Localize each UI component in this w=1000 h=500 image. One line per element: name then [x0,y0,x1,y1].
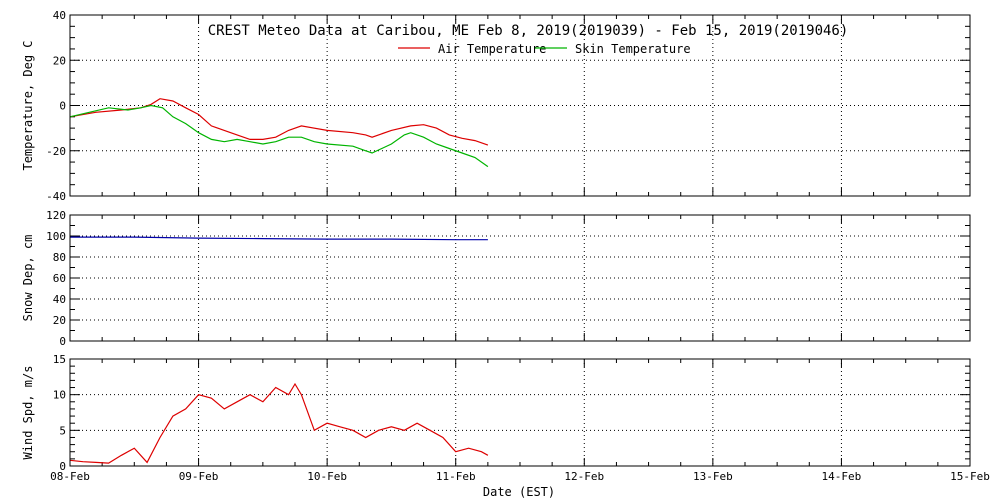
y-tick-label: 15 [53,353,66,366]
plot-frame [69,214,971,342]
x-tick-label: 11-Feb [436,470,476,483]
y-tick-label: -40 [46,190,66,203]
series-line-wind-0 [69,382,489,464]
y-axis-title-wind: Wind Spd, m/s [21,366,35,460]
y-tick-label: 0 [59,335,66,348]
x-tick-label: 12-Feb [564,470,604,483]
chart-title: CREST Meteo Data at Caribou, ME Feb 8, 2… [208,23,849,39]
y-tick-label: 80 [53,251,66,264]
plot-frame [69,14,971,197]
y-tick-label: 100 [46,230,66,243]
y-tick-label: -20 [46,145,66,158]
y-tick-label: 0 [59,100,66,113]
x-tick-label: 15-Feb [950,470,990,483]
x-axis: 08-Feb 09-Feb 10-Feb 11-Feb 12-Feb 13-Feb 14-F… [50,470,990,483]
legend-label-0: Air Temperature [438,42,546,56]
y-tick-label: 5 [59,424,66,437]
x-tick-label: 13-Feb [693,470,733,483]
x-axis-title: Date (EST) [483,485,555,499]
legend-label-1: Skin Temperature [575,42,691,56]
y-tick-label: 0 [59,460,66,473]
panel-temperature: -40 -20 0 20 40 Temperature, Deg C [21,9,971,203]
y-axis-title-snow: Snow Dep, cm [21,235,35,322]
x-tick-label: 10-Feb [307,470,347,483]
series-line-snow-0 [70,236,488,241]
x-tick-label: 08-Feb [50,470,90,483]
legend: Air Temperature Skin Temperature [398,42,691,56]
panel-snow: 0 20 40 60 80 100 120 Snow Dep, cm [21,209,971,348]
plot-frame [69,358,971,467]
x-tick-label: 14-Feb [822,470,862,483]
y-tick-label: 20 [53,54,66,67]
x-tick-label: 09-Feb [179,470,219,483]
panels: -40 -20 0 20 40 Temperature, Deg C 0 20 40 60 80 10… [21,9,971,473]
y-tick-label: 120 [46,209,66,222]
panel-wind: 0 5 10 15 Wind Spd, m/s [21,353,971,473]
y-tick-label: 40 [53,293,66,306]
y-tick-label: 10 [53,389,66,402]
y-tick-label: 60 [53,272,66,285]
y-tick-label: 20 [53,314,66,327]
y-axis-title-temperature: Temperature, Deg C [21,40,35,170]
series-line-temperature-0 [69,98,489,146]
series-line-temperature-1 [69,104,489,168]
y-tick-label: 40 [53,9,66,22]
